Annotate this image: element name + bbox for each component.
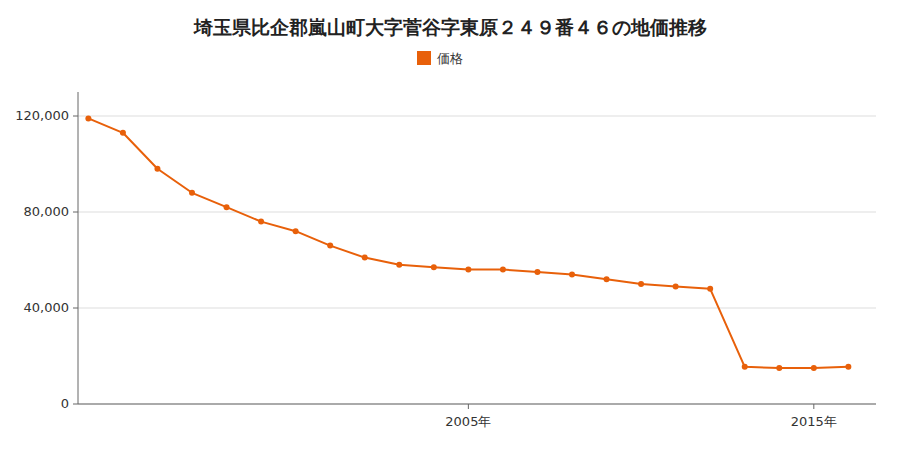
point [85, 115, 91, 121]
point [327, 243, 333, 249]
chart: 埼玉県比企郡嵐山町大字菅谷字東原２４９番４６の地価推移 0 40,000 80,000… [0, 0, 900, 450]
point [742, 364, 748, 370]
y-tick-label: 120,000 [15, 108, 69, 123]
x-tick [813, 404, 814, 409]
point [431, 264, 437, 270]
point [465, 267, 471, 273]
point [189, 190, 195, 196]
y-tick [73, 212, 78, 213]
title: 埼玉県比企郡嵐山町大字菅谷字東原２４９番４６の地価推移 [193, 16, 707, 38]
point [154, 166, 160, 172]
y-tick [73, 116, 78, 117]
line [88, 118, 848, 368]
point [293, 228, 299, 234]
axes: 0 40,000 80,000 120,000 2005年 2015年 [15, 92, 876, 429]
point [534, 269, 540, 275]
point [258, 219, 264, 225]
plot-area [85, 115, 851, 371]
grid-line [78, 116, 876, 117]
y-tick-label: 80,000 [24, 204, 70, 219]
point [224, 204, 230, 210]
y-tick-label: 0 [61, 396, 69, 411]
point [500, 267, 506, 273]
point [396, 262, 402, 268]
y-tick [73, 308, 78, 309]
x-tick-label: 2005年 [445, 414, 491, 429]
grid-line [78, 308, 876, 309]
legend: 価格 [417, 51, 463, 66]
y-tick [73, 404, 78, 405]
x-tick-label: 2015年 [791, 414, 837, 429]
x-tick [468, 404, 469, 409]
x-axis-line [78, 404, 876, 405]
point [776, 365, 782, 371]
point [845, 364, 851, 370]
grid [78, 116, 876, 404]
point [120, 130, 126, 136]
point [569, 271, 575, 277]
legend-label: 価格 [437, 51, 463, 66]
point [673, 283, 679, 289]
legend-swatch [417, 51, 431, 65]
point [362, 255, 368, 261]
point [811, 365, 817, 371]
grid-line [78, 404, 876, 405]
point [604, 276, 610, 282]
y-tick-label: 40,000 [24, 300, 70, 315]
point [638, 281, 644, 287]
y-axis-line [78, 92, 79, 404]
point [707, 286, 713, 292]
grid-line [78, 212, 876, 213]
